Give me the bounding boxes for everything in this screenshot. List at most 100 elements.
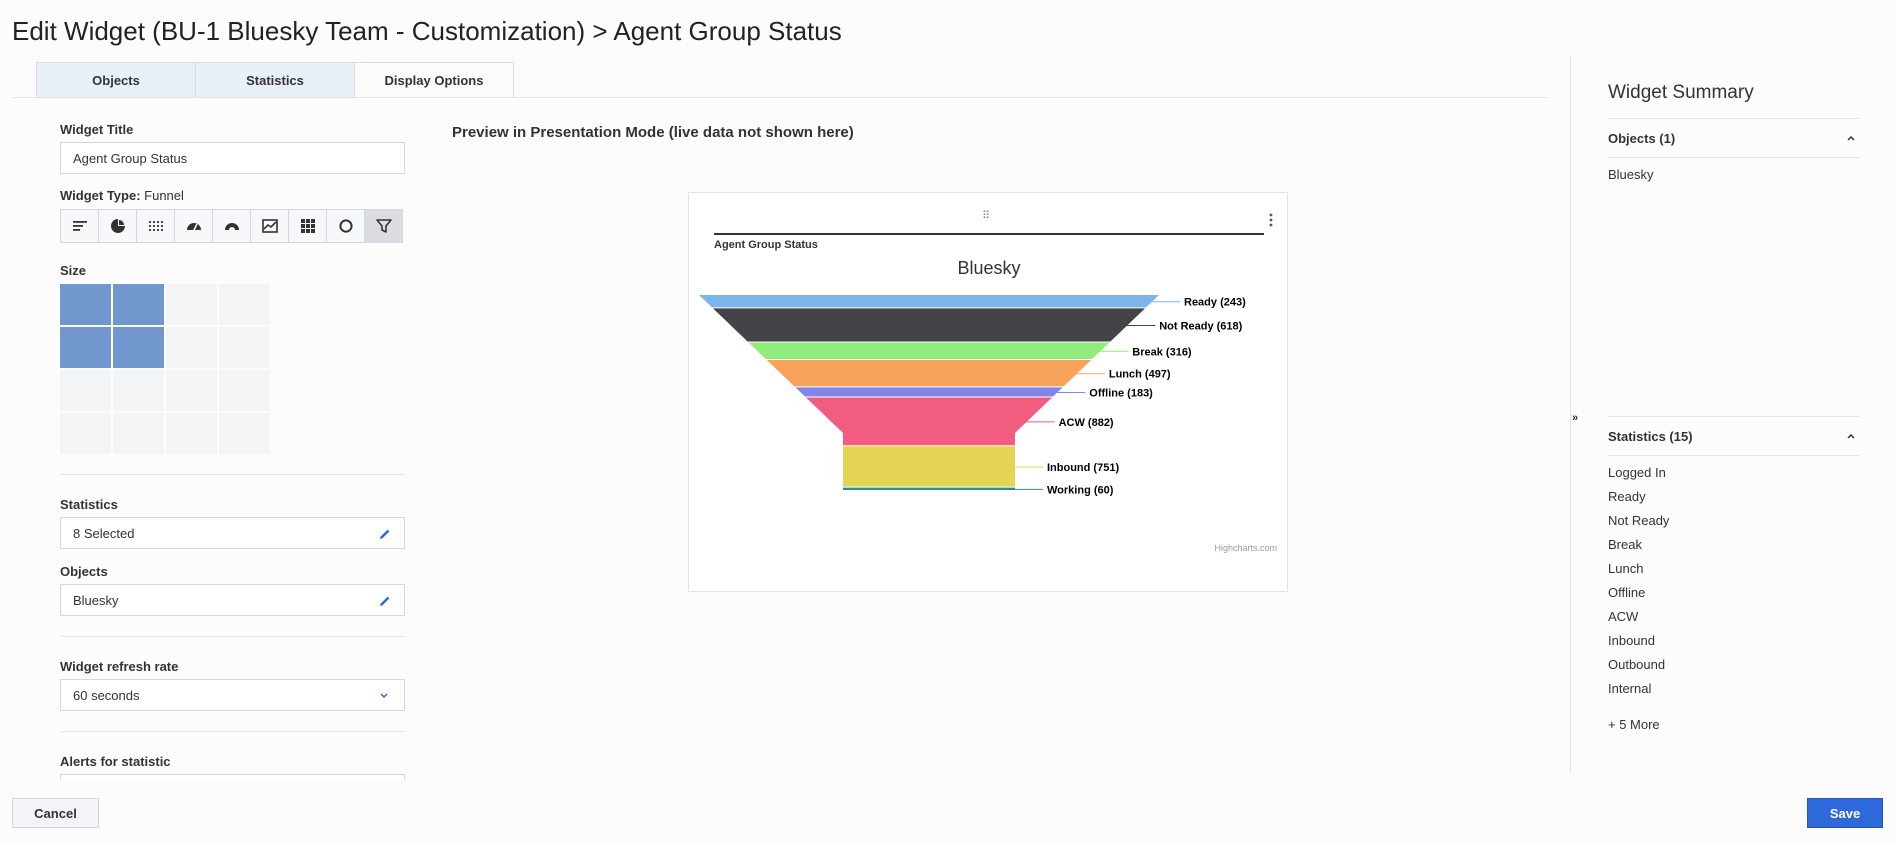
widget-title-label: Widget Title [60, 122, 405, 137]
summary-statistics-header[interactable]: Statistics (15) [1608, 416, 1860, 456]
size-cell[interactable] [113, 370, 164, 411]
type-dot-grid-button[interactable] [136, 209, 175, 243]
grid-icon [299, 217, 317, 235]
card-title: Agent Group Status [714, 239, 818, 251]
size-label: Size [60, 263, 405, 278]
widget-type-value: Funnel [144, 188, 184, 203]
size-cell[interactable] [166, 327, 217, 368]
size-cell[interactable] [166, 370, 217, 411]
funnel-segment-offline[interactable] [795, 387, 1062, 396]
type-pie-button[interactable] [98, 209, 137, 243]
refresh-rate-select[interactable]: 60 seconds [60, 679, 405, 711]
action-bar: Cancel Save [0, 790, 1895, 842]
funnel-segment-break[interactable] [749, 343, 1110, 359]
summary-statistics-list: Logged In Ready Not Ready Break Lunch Of… [1608, 460, 1860, 700]
collapse-panel-icon[interactable]: » [1572, 412, 1578, 424]
refresh-rate-label: Widget refresh rate [60, 659, 405, 674]
funnel-chart: Bluesky Ready (243) Not Ready (618) Break … [699, 257, 1279, 557]
objects-value: Bluesky [73, 593, 119, 608]
alerts-label: Alerts for statistic [60, 754, 405, 769]
tab-bar: Objects Statistics Display Options [36, 62, 513, 98]
funnel-segment-inbound[interactable] [843, 446, 1015, 486]
size-cell[interactable] [219, 327, 270, 368]
section-divider [60, 636, 405, 637]
funnel-segment-working[interactable] [843, 488, 1015, 490]
type-gauge-filled-button[interactable] [212, 209, 251, 243]
tab-statistics[interactable]: Statistics [195, 62, 355, 98]
size-cell[interactable] [219, 413, 270, 454]
statistics-value: 8 Selected [73, 526, 134, 541]
funnel-segment-lunch[interactable] [767, 360, 1091, 386]
size-cell[interactable] [113, 413, 164, 454]
statistics-field[interactable]: 8 Selected [60, 517, 405, 549]
funnel-segment-ready[interactable] [699, 295, 1159, 307]
highcharts-credit[interactable]: Highcharts.com [1214, 543, 1277, 553]
tab-display-options[interactable]: Display Options [354, 62, 514, 98]
type-donut-button[interactable] [326, 209, 365, 243]
summary-statistic-item: Break [1608, 532, 1860, 556]
preview-heading: Preview in Presentation Mode (live data … [452, 124, 854, 141]
objects-label: Objects [60, 564, 405, 579]
tab-objects[interactable]: Objects [36, 62, 196, 98]
statistics-label: Statistics [60, 497, 405, 512]
funnel-data-label: Inbound (751) [1047, 462, 1119, 474]
size-cell[interactable] [219, 284, 270, 325]
type-bar-list-button[interactable] [60, 209, 99, 243]
funnel-data-label: Break (316) [1132, 346, 1192, 358]
widget-type-row: Widget Type: Funnel [60, 188, 405, 203]
more-statistics-link[interactable]: + 5 More [1608, 712, 1860, 736]
card-title-rule [714, 233, 1264, 235]
save-button[interactable]: Save [1807, 798, 1883, 828]
funnel-segment-not-ready[interactable] [713, 308, 1145, 341]
objects-field[interactable]: Bluesky [60, 584, 405, 616]
drag-handle-icon[interactable]: ⠿ [982, 209, 991, 222]
pencil-icon[interactable] [378, 594, 392, 608]
widget-title-input[interactable]: Agent Group Status [60, 142, 405, 174]
gauge-filled-icon [223, 217, 241, 235]
funnel-segment-acw[interactable] [806, 398, 1052, 446]
summary-statistic-item: Logged In [1608, 460, 1860, 484]
summary-statistic-item: Offline [1608, 580, 1860, 604]
type-line-chart-button[interactable] [250, 209, 289, 243]
summary-statistic-item: Inbound [1608, 628, 1860, 652]
funnel-data-label: Offline (183) [1089, 387, 1153, 399]
summary-objects-header-label: Objects (1) [1608, 131, 1675, 146]
type-grid-button[interactable] [288, 209, 327, 243]
widget-title-value: Agent Group Status [73, 151, 187, 166]
pie-icon [109, 217, 127, 235]
size-cell[interactable] [113, 327, 164, 368]
type-gauge-button[interactable] [174, 209, 213, 243]
summary-statistic-item: Internal [1608, 676, 1860, 700]
size-cell[interactable] [166, 413, 217, 454]
widget-type-label: Widget Type: [60, 188, 141, 203]
bar-list-icon [71, 217, 89, 235]
refresh-rate-value: 60 seconds [73, 688, 140, 703]
size-cell[interactable] [60, 413, 111, 454]
widget-summary-panel: Widget Summary Objects (1) Bluesky Stati… [1608, 72, 1860, 736]
alerts-field[interactable] [60, 774, 405, 780]
funnel-data-label: Not Ready (618) [1159, 320, 1242, 332]
size-cell[interactable] [113, 284, 164, 325]
funnel-data-label: Ready (243) [1184, 297, 1246, 309]
size-cell[interactable] [219, 370, 270, 411]
pencil-icon[interactable] [378, 527, 392, 541]
summary-title: Widget Summary [1608, 82, 1860, 104]
type-funnel-button[interactable] [364, 209, 403, 243]
line-chart-icon [261, 217, 279, 235]
size-cell[interactable] [60, 370, 111, 411]
size-cell[interactable] [166, 284, 217, 325]
summary-statistic-item: Ready [1608, 484, 1860, 508]
chevron-down-icon [378, 689, 390, 701]
summary-objects-header[interactable]: Objects (1) [1608, 118, 1860, 158]
tab-divider [12, 97, 1547, 98]
summary-statistic-item: ACW [1608, 604, 1860, 628]
more-vertical-icon[interactable] [1269, 213, 1273, 227]
funnel-data-label: ACW (882) [1059, 417, 1114, 429]
size-cell[interactable] [60, 327, 111, 368]
cancel-button[interactable]: Cancel [12, 798, 99, 828]
size-cell[interactable] [60, 284, 111, 325]
widget-preview-card: ⠿ Agent Group Status Bluesky Ready (243)… [688, 192, 1288, 592]
funnel-data-label: Working (60) [1047, 484, 1114, 496]
size-picker-grid[interactable] [60, 284, 405, 454]
widget-type-selector [60, 209, 405, 243]
